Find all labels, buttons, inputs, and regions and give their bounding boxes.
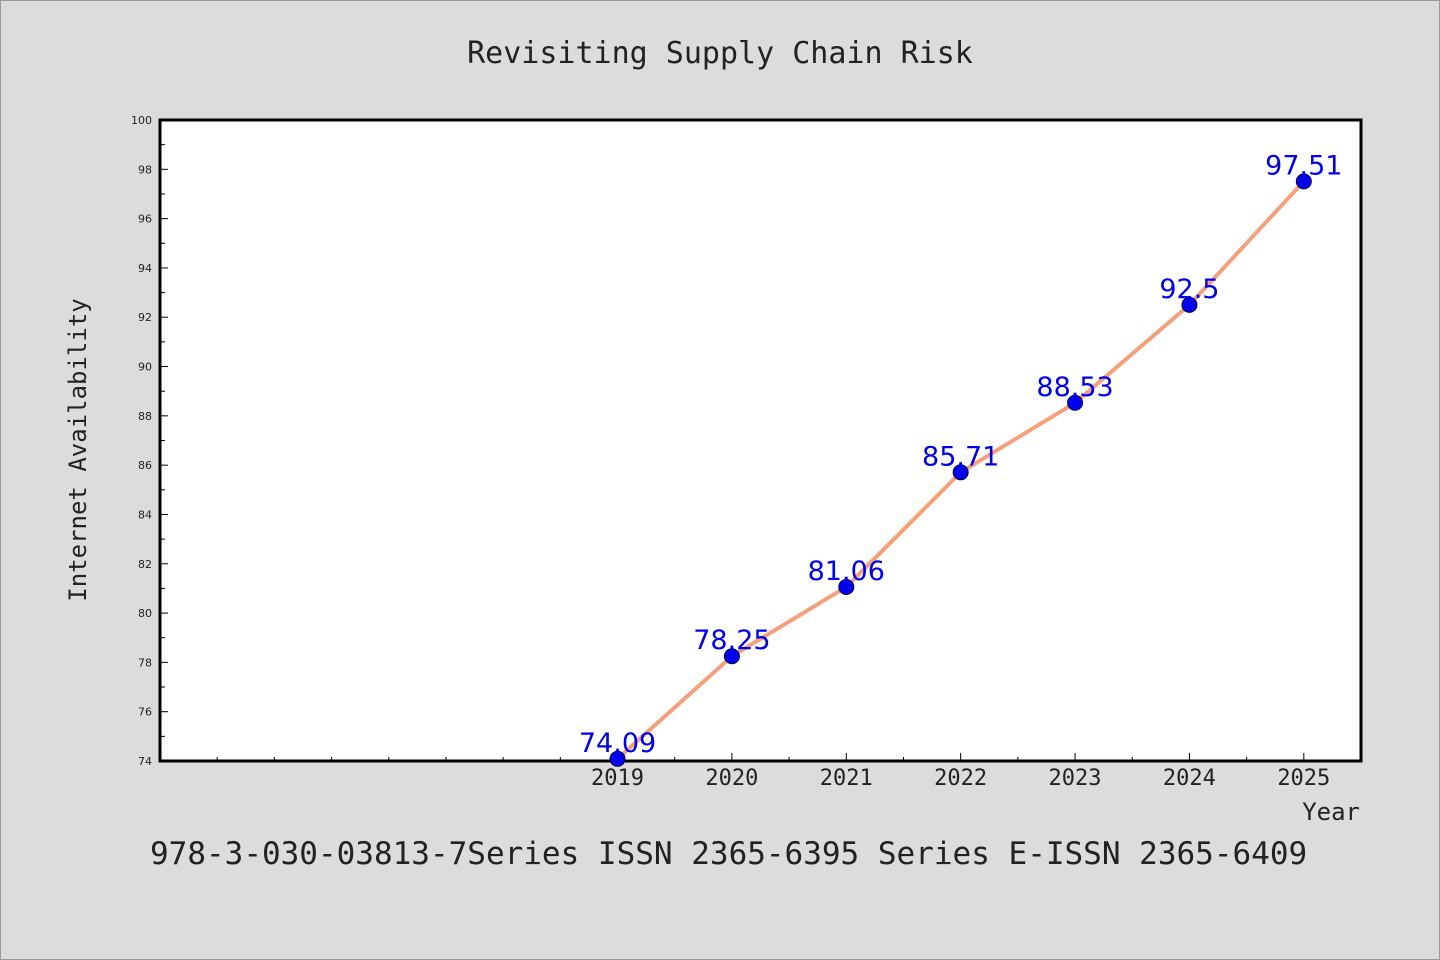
data-point <box>838 578 855 595</box>
data-point <box>1181 296 1198 313</box>
y-tick-label: 98 <box>138 163 152 176</box>
data-label: 78.25 <box>693 625 770 656</box>
x-axis: 2019 2020 2021 2022 2023 2024 2025 <box>159 753 1362 791</box>
y-axis: 74 76 78 80 82 84 86 88 90 92 94 96 98 100 <box>131 114 168 768</box>
y-tick-label: 100 <box>131 114 152 127</box>
x-tick-label: 2022 <box>934 766 987 791</box>
y-axis-label: Internet Availability <box>64 298 92 601</box>
series-line-group: 74.09 78.25 81.06 85.71 88.53 92.5 97.51 <box>579 150 1342 767</box>
x-tick-label: 2023 <box>1049 766 1102 791</box>
data-label: 81.06 <box>808 556 885 587</box>
y-tick-label: 96 <box>138 213 152 226</box>
footer-text: 978-3-030-03813-7Series ISSN 2365-6395 S… <box>150 836 1307 872</box>
y-tick-label: 86 <box>138 459 152 472</box>
plot-area <box>158 118 1363 763</box>
x-tick-label: 2019 <box>591 766 644 791</box>
data-label: 92.5 <box>1159 274 1219 305</box>
y-tick-label: 76 <box>138 706 152 719</box>
chart-title: Revisiting Supply Chain Risk <box>467 36 973 71</box>
data-label: 74.09 <box>579 728 656 759</box>
y-tick-label: 88 <box>138 410 152 423</box>
x-tick-label: 2025 <box>1277 766 1330 791</box>
data-point <box>723 648 740 665</box>
x-axis-label: Year <box>1302 798 1360 826</box>
data-point <box>1067 394 1084 411</box>
y-tick-label: 80 <box>138 607 152 620</box>
y-tick-label: 74 <box>138 755 152 768</box>
x-tick-label: 2020 <box>705 766 758 791</box>
y-tick-label: 84 <box>138 508 152 521</box>
data-point <box>952 464 969 481</box>
y-tick-label: 90 <box>138 361 152 374</box>
x-tick-label: 2021 <box>820 766 873 791</box>
data-label: 97.51 <box>1265 150 1342 181</box>
y-tick-label: 92 <box>138 311 152 324</box>
data-point <box>1295 173 1312 190</box>
y-tick-label: 78 <box>138 656 152 669</box>
data-label: 88.53 <box>1036 372 1113 403</box>
data-point <box>609 750 626 767</box>
data-label: 85.71 <box>922 441 999 472</box>
y-tick-label: 94 <box>138 262 152 275</box>
x-tick-label: 2024 <box>1163 766 1216 791</box>
y-tick-label: 82 <box>138 558 152 571</box>
